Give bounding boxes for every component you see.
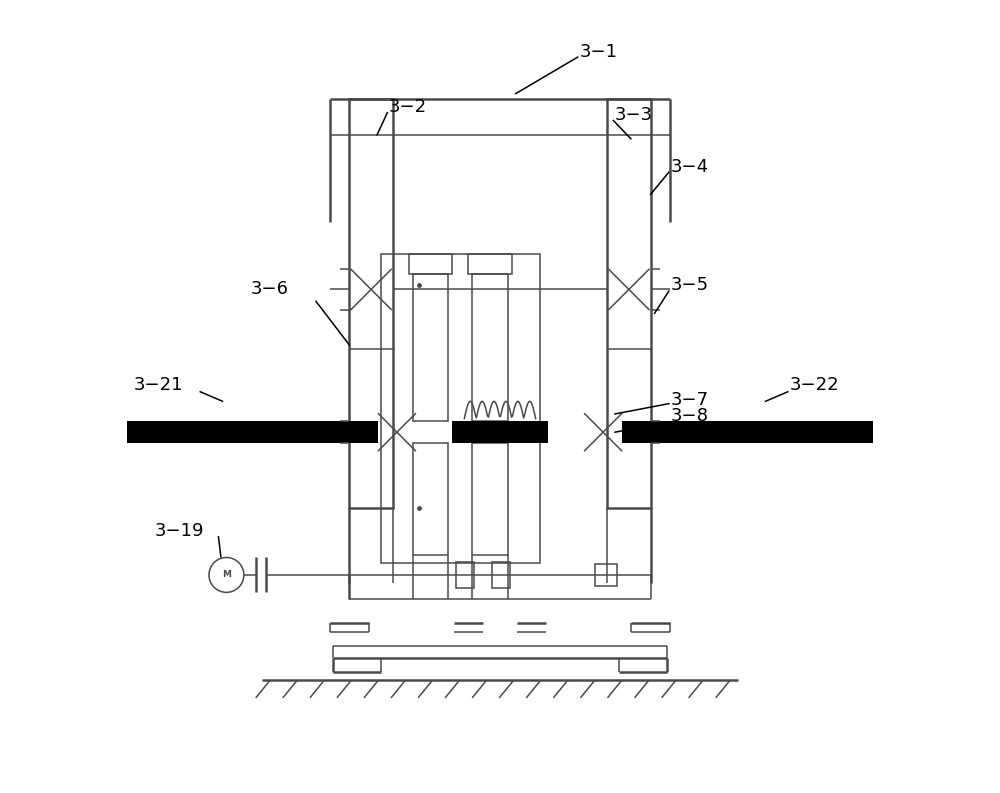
Bar (413, 274, 448, 421)
Text: 3−4: 3−4 (670, 158, 709, 175)
Bar (472, 274, 508, 421)
Text: 3−19: 3−19 (155, 523, 205, 540)
Text: 3−1: 3−1 (579, 43, 617, 60)
Bar (452, 421, 548, 443)
Text: 3−6: 3−6 (250, 281, 288, 298)
Text: 3−3: 3−3 (615, 106, 653, 124)
Bar (468, 254, 512, 274)
Bar (607, 99, 651, 508)
Bar (409, 254, 452, 274)
Text: 3−5: 3−5 (670, 277, 709, 294)
Text: M: M (222, 570, 231, 580)
Bar (413, 443, 448, 555)
Bar (622, 421, 873, 443)
Bar (492, 562, 510, 588)
Text: 3−8: 3−8 (670, 408, 708, 425)
Text: 3−2: 3−2 (389, 98, 427, 116)
Text: 3−22: 3−22 (789, 376, 839, 393)
Bar (472, 443, 508, 555)
Text: 3−21: 3−21 (134, 376, 183, 393)
Bar (381, 254, 540, 563)
Bar (456, 562, 474, 588)
Bar (595, 564, 617, 586)
Text: 3−7: 3−7 (670, 392, 709, 409)
Bar (127, 421, 378, 443)
Bar (349, 99, 393, 508)
